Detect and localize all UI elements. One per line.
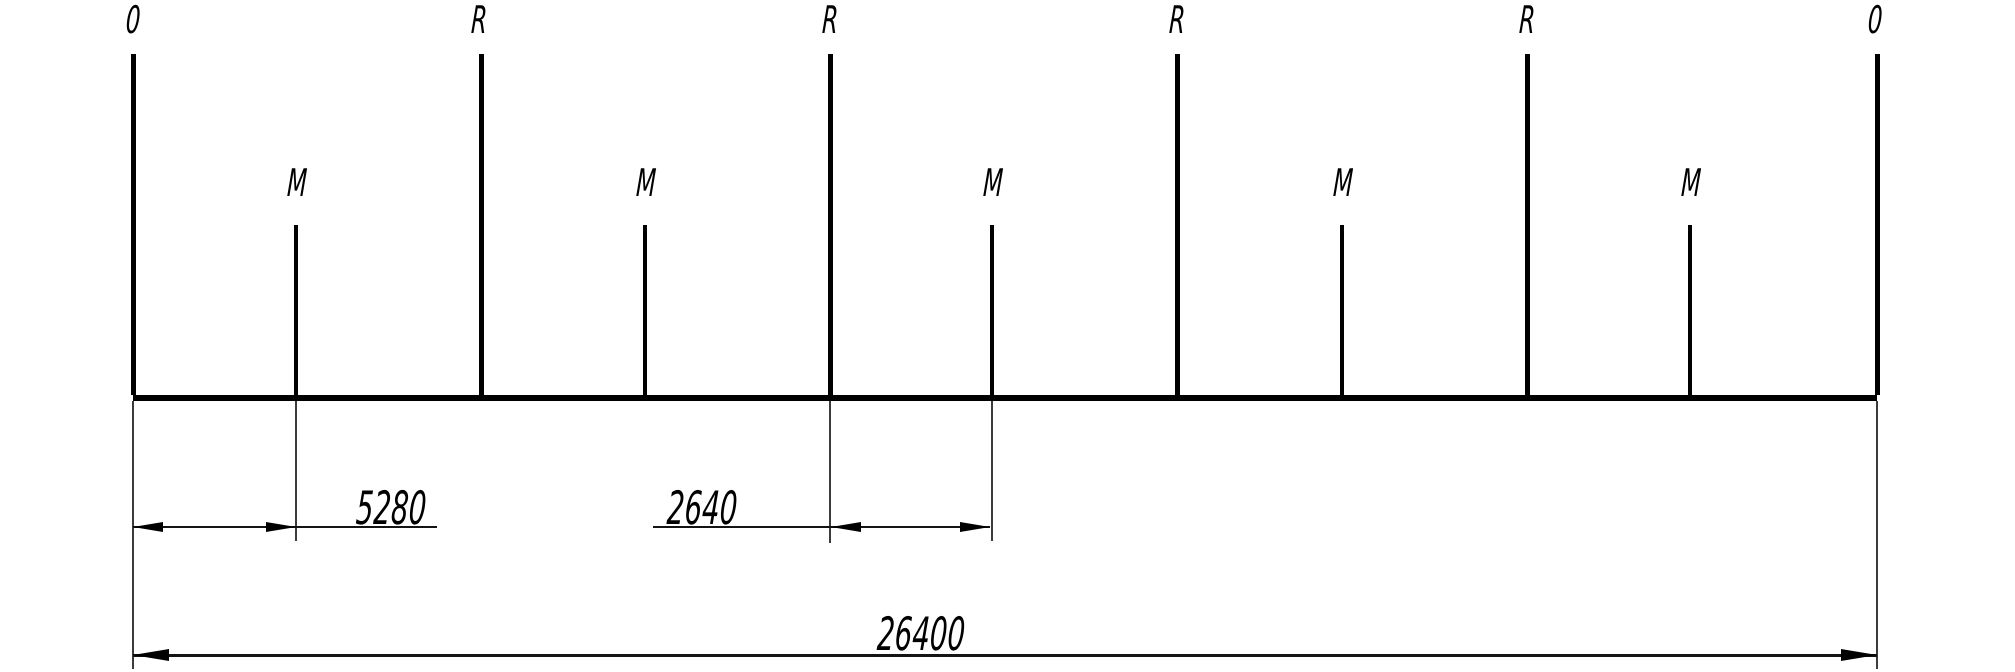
extension-line-r2 [829,401,831,543]
mark-line-m4 [1340,225,1344,395]
dim-arrow-26400-right [1841,649,1877,661]
benchmark-line-r2 [828,54,833,395]
benchmark-label-r2: R [821,0,840,42]
dim-arrow-5280-left [133,522,163,532]
dim-arrow-26400-left [133,649,169,661]
mark-label-m3: M [982,161,1005,205]
benchmark-label-r1: R [470,0,489,42]
mark-label-m4: M [1332,161,1355,205]
dim-label-26400: 26400 [875,607,967,661]
dim-arrow-2640-right [960,522,990,532]
mark-label-m2: M [635,161,658,205]
station-label-0-right: 0 [1866,0,1884,42]
station-label-0-left: 0 [124,0,142,42]
extension-line-left-0 [132,401,134,669]
dimension-line-2640 [653,526,990,528]
mark-line-m2 [643,225,647,395]
baseline [133,395,1877,401]
dim-label-2640: 2640 [665,481,739,535]
mark-line-m1 [294,225,298,395]
mark-line-m5 [1688,225,1692,395]
dim-label-5280: 5280 [354,481,428,535]
mark-line-m3 [990,225,994,395]
benchmark-line-r3 [1175,54,1180,395]
mark-label-m1: M [286,161,309,205]
dim-arrow-2640-left [831,522,861,532]
benchmark-label-r3: R [1168,0,1187,42]
extension-line-m1 [295,401,297,541]
extension-line-right-0 [1876,401,1878,669]
extension-line-m3 [991,401,993,541]
dim-arrow-5280-right [266,522,296,532]
benchmark-line-r1 [479,54,484,395]
station-line-0-left [131,54,136,395]
dimension-line-26400 [133,654,1877,657]
station-line-0-right [1875,54,1880,395]
benchmark-line-r4 [1525,54,1530,395]
mark-label-m5: M [1680,161,1703,205]
benchmark-label-r4: R [1518,0,1537,42]
